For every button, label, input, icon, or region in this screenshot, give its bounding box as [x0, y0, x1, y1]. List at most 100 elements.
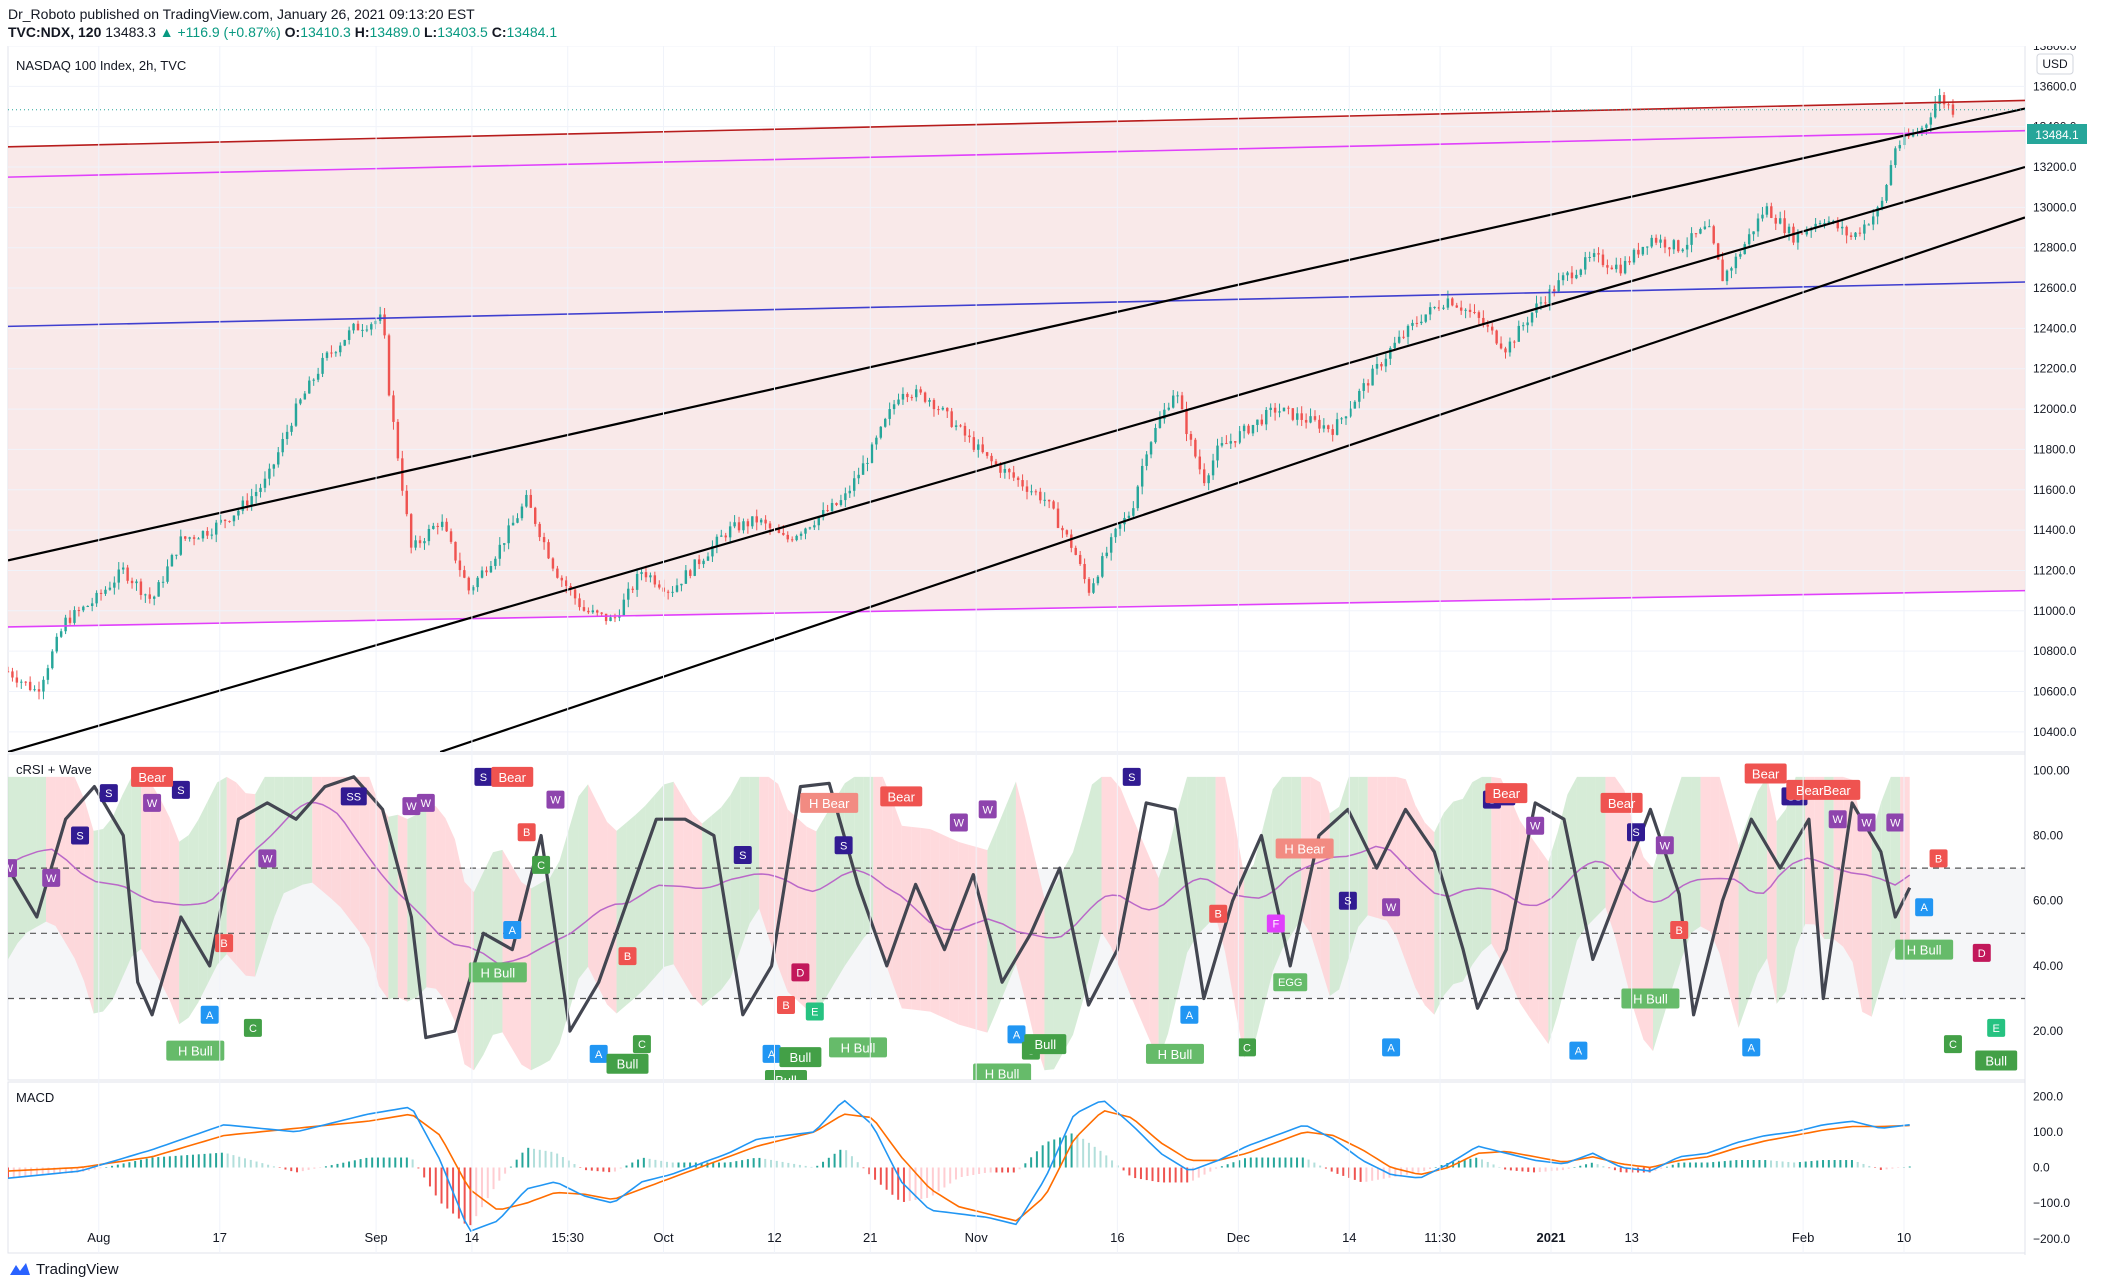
candle-body [1149, 442, 1153, 455]
wave-cloud [1282, 776, 1292, 950]
candle [1872, 209, 1875, 231]
candle-body [117, 569, 120, 583]
candle-body [1677, 240, 1680, 252]
crsi-divergence-label: Bull [779, 1047, 822, 1068]
candle [1495, 329, 1498, 345]
candle-body [1225, 443, 1228, 445]
candle-body [440, 521, 444, 527]
candle-body [1389, 348, 1392, 359]
crsi-marker-box [1670, 921, 1689, 940]
macd-histogram-bar [1723, 1161, 1726, 1168]
candle-body [1380, 363, 1383, 367]
publisher-name[interactable]: Dr_Roboto [8, 6, 76, 22]
candle [804, 527, 807, 540]
wave-cloud [46, 776, 56, 926]
macd-histogram-bar [1157, 1167, 1160, 1183]
candle-body [1712, 226, 1715, 244]
candle-body [1566, 272, 1569, 276]
candle-body [764, 519, 767, 524]
wave-cloud [578, 784, 589, 979]
candle-body [215, 522, 218, 535]
macd-histogram-bar [567, 1160, 570, 1168]
candle-body [1486, 324, 1489, 327]
candle-body [1158, 418, 1162, 428]
crsi-label-box [1621, 988, 1680, 1009]
wave-cloud [1310, 776, 1321, 965]
candle-body [1300, 413, 1303, 420]
candle [294, 398, 298, 428]
macd-histogram-bar [1683, 1162, 1686, 1168]
candle-body [184, 536, 187, 539]
crsi-marker-box [71, 826, 90, 845]
candle [1118, 523, 1122, 536]
chart-canvas[interactable]: WWSSWSABCWSSWWSABCWABCSABDESWWACSACBFEGG… [0, 46, 2101, 1255]
candle-body [1721, 259, 1724, 282]
currency-button[interactable] [2036, 53, 2074, 75]
candle-body [1216, 445, 1219, 461]
candle-body [751, 516, 754, 527]
macd-pane[interactable] [7, 1081, 2026, 1254]
wave-cloud [597, 803, 608, 1005]
candle [573, 587, 577, 605]
macd-histogram-bar [862, 1167, 865, 1169]
candle [1411, 319, 1414, 331]
macd-histogram-bar [1035, 1151, 1038, 1168]
candle-body [1464, 309, 1467, 311]
candle [808, 526, 812, 530]
macd-histogram-bar [1336, 1167, 1339, 1174]
crsi-marker-text: D [1978, 948, 1986, 960]
candle [144, 593, 147, 603]
candle-body [1756, 218, 1760, 232]
candle [821, 502, 825, 521]
wave-cloud [1168, 810, 1178, 1034]
wave-cloud [293, 776, 303, 889]
crsi-label-box [1895, 939, 1954, 960]
macd-histogram-bar [1590, 1162, 1593, 1168]
macd-histogram-bar [1498, 1166, 1501, 1168]
time-tick-label: 14 [1342, 1230, 1356, 1245]
candle-body [1393, 342, 1396, 349]
macd-histogram-bar [1486, 1161, 1489, 1168]
crsi-label-box [491, 766, 534, 787]
candle [1211, 453, 1215, 480]
candle [1437, 300, 1441, 312]
crsi-label-text: Bear [1608, 796, 1636, 811]
candle-body [941, 407, 945, 410]
candle [445, 518, 448, 532]
candle [1690, 227, 1693, 253]
currency-label: USD [2042, 57, 2068, 71]
candle [923, 391, 927, 404]
price-tick-label: 12200.0 [2033, 362, 2077, 376]
macd-histogram-bar [781, 1161, 784, 1168]
crsi-marker-text: B [220, 938, 227, 950]
wave-cloud [1472, 776, 1482, 965]
candle [51, 649, 54, 670]
candle-body [627, 588, 630, 600]
candle [24, 681, 27, 686]
candle [356, 320, 360, 331]
candle-body [237, 510, 240, 516]
candle-body [1761, 214, 1764, 219]
wave-cloud [1044, 886, 1054, 1071]
candle [303, 390, 307, 400]
macd-histogram-bar [1463, 1159, 1466, 1168]
candle [1433, 306, 1436, 310]
candle-body [591, 610, 595, 613]
wave-cloud [1681, 776, 1692, 959]
candle [981, 436, 984, 454]
candle [799, 531, 803, 540]
macd-histogram-bar [1030, 1157, 1033, 1168]
crsi-label-box [131, 766, 174, 787]
macd-histogram-bar [804, 1165, 807, 1168]
macd-histogram-bar [775, 1160, 778, 1168]
candle-body [1827, 221, 1831, 223]
candle [1096, 575, 1100, 586]
candle-body [1867, 224, 1871, 226]
candle-body [954, 425, 958, 427]
wave-cloud [920, 827, 931, 1012]
time-tick-label: Sep [365, 1230, 388, 1245]
candle [99, 589, 103, 601]
footer-brand[interactable]: TradingView [36, 1261, 119, 1278]
macd-histogram-bar [816, 1165, 819, 1168]
tradingview-logo-icon[interactable] [8, 1261, 32, 1277]
